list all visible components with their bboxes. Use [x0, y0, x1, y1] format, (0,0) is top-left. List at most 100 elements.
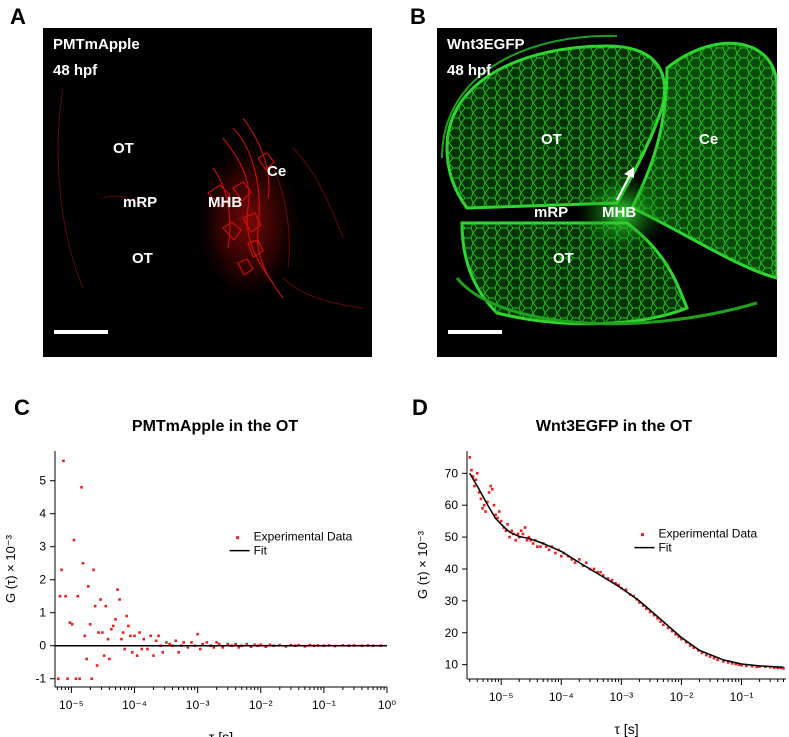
chart-d-data-point: [470, 468, 473, 472]
chart-d-data-point: [523, 526, 527, 529]
chart-d-x-tick-label: 10⁻⁴: [549, 690, 574, 704]
chart-c-data-point: [102, 654, 106, 657]
chart-d-data-point: [581, 564, 585, 568]
chart-d-data-point: [514, 538, 518, 542]
chart-d-data-point: [684, 641, 688, 644]
chart-c-data-point: [168, 642, 171, 646]
panel-letter-a: A: [10, 4, 26, 29]
chart-d-data-point: [544, 545, 548, 548]
chart-d-data-point: [656, 617, 659, 620]
chart-d-data-point: [473, 484, 476, 488]
chart-c-x-tick-label: 10⁻³: [186, 698, 210, 712]
chart-d-data-point: [477, 491, 481, 494]
chart-d-data-point: [531, 542, 535, 545]
chart-c-data-point: [174, 639, 178, 643]
chart-c-data-point: [198, 647, 202, 651]
chart-d-data-point: [700, 651, 704, 655]
chart-c-data-point: [157, 634, 160, 638]
chart-c-data-point: [66, 677, 69, 681]
chart-c-data-point: [152, 654, 155, 657]
chart-d-data-point: [776, 666, 779, 670]
chart-c-data-point: [245, 642, 249, 646]
chart-c-data-point: [177, 651, 180, 654]
chart-c-y-tick-label: 1: [39, 606, 46, 620]
chart-d-data-point: [584, 561, 588, 564]
chart-c-data-point: [80, 486, 83, 489]
chart-d-data-point: [708, 655, 712, 658]
chart-d-data-point: [782, 667, 785, 670]
chart-c-data-point: [201, 642, 204, 646]
chart-c-data-point: [106, 637, 110, 641]
chart-d-data-point: [722, 660, 725, 663]
chart-c-data-point: [108, 657, 111, 661]
chart-c-y-tick-label: 2: [39, 573, 46, 587]
chart-d-data-point: [475, 472, 479, 475]
chart-d-data-point: [559, 554, 563, 558]
chart-d-data-point: [529, 538, 532, 542]
chart-d-data-point: [744, 664, 748, 668]
chart-c-x-tick-label: 10⁻¹: [312, 698, 336, 712]
green-fluorescence-image: [441, 34, 777, 326]
chart-c-data-point: [93, 604, 97, 608]
chart-c-data-point: [81, 561, 85, 565]
chart-d-data-point: [641, 604, 645, 607]
chart-d-y-tick-label: 70: [445, 466, 459, 480]
label-wnt3egfp: Wnt3EGFP: [447, 36, 525, 53]
chart-d-y-label: G (τ) × 10⁻³: [415, 530, 430, 599]
chart-c-data-point: [114, 618, 117, 621]
chart-c-y-tick-label: 4: [39, 507, 46, 521]
chart-c-data-point: [154, 639, 158, 643]
chart-d-data-point: [677, 635, 680, 638]
chart-c-data-point: [64, 594, 67, 598]
chart-d-data-point: [497, 510, 501, 513]
chart-d-data-point: [624, 588, 628, 592]
chart-d-data-point: [539, 545, 542, 548]
chart-d-data-point: [696, 649, 700, 652]
scale-bar-a: [54, 330, 108, 334]
chart-d-data-point: [525, 538, 529, 542]
chart-c-data-point: [217, 642, 221, 646]
chart-d-x-tick-label: 10⁻¹: [730, 690, 754, 704]
chart-c-data-point: [121, 631, 125, 634]
chart-c-legend-label-fit: Fit: [254, 544, 268, 558]
chart-c-data-point: [234, 642, 237, 646]
chart-d-data-point: [481, 507, 484, 510]
chart-d-data-point: [490, 487, 494, 491]
chart-c-data-point: [111, 624, 115, 628]
chart-d-data-point: [705, 653, 708, 657]
chart-d-x-tick-label: 10⁻⁵: [489, 690, 514, 704]
chart-c-y-tick-label: 3: [39, 540, 46, 554]
chart-d-data-point: [659, 620, 662, 623]
chart-c-data-point: [190, 641, 193, 644]
chart-c-x-tick-label: 10⁻⁵: [59, 698, 84, 712]
chart-d-y-tick-label: 60: [445, 498, 459, 512]
chart-c-data-point: [56, 677, 60, 681]
chart-c-data-point: [226, 642, 230, 646]
chart-d-data-point: [662, 623, 665, 627]
chart-d-data-point: [573, 561, 577, 564]
chart-d-data-point: [578, 558, 581, 561]
chart-d-data-point: [516, 532, 520, 536]
chart-c-data-point: [268, 643, 272, 647]
chart-d-data-point: [492, 503, 496, 507]
chart-d-y-tick-label: 40: [445, 562, 459, 576]
chart-c-data-point: [118, 598, 121, 601]
chart-c-data-point: [99, 598, 102, 601]
label-48hpf-b: 48 hpf: [447, 62, 492, 79]
chart-d-data-point: [554, 551, 557, 555]
chart-c-data-point: [196, 632, 199, 636]
chart-d-data-point: [536, 545, 539, 548]
chart-c-data-point: [74, 677, 78, 681]
chart-c-x-tick-label: 10⁰: [378, 698, 396, 712]
chart-c-data-point: [125, 614, 128, 618]
chart-d-data-point: [508, 535, 511, 539]
chart-c-data-point: [186, 646, 190, 649]
label-pmtmapple: PMTmApple: [53, 36, 140, 53]
label-ot-top-a: OT: [113, 140, 134, 157]
label-mhb-b: MHB: [602, 204, 637, 221]
chart-c-y-tick-label: 0: [39, 639, 46, 653]
chart-d-data-point: [674, 633, 677, 636]
chart-d-x-tick-label: 10⁻²: [670, 690, 694, 704]
chart-c-data-point: [86, 585, 90, 588]
chart-d-data-point: [489, 484, 493, 488]
